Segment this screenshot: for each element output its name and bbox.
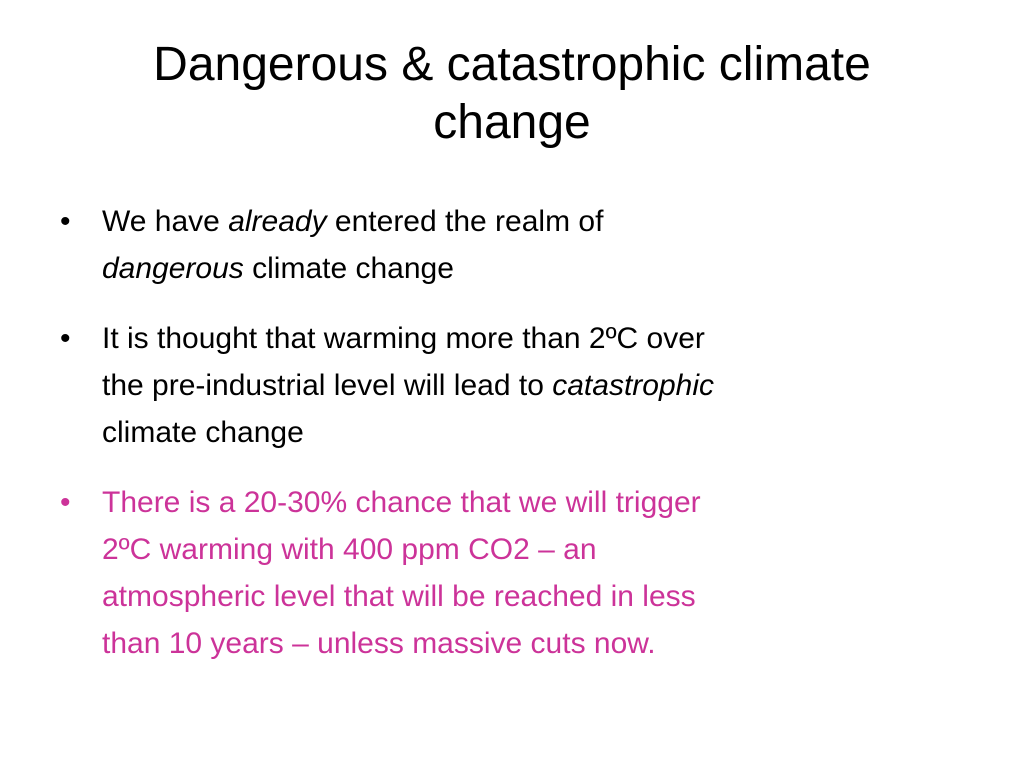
bullet-2-italic-catastrophic: catastrophic — [552, 369, 714, 402]
bullet-1-italic-dangerous: dangerous — [102, 252, 244, 285]
bullet-1-text-b: entered the realm of — [326, 205, 604, 238]
bullet-item-1: • We have already entered the realm of d… — [56, 198, 936, 292]
bullet-1-italic-already: already — [228, 205, 327, 238]
bullet-1-text-c: climate change — [243, 252, 454, 285]
bullet-3-line-2: 2ºC warming with 400 ppm CO2 – an — [102, 533, 597, 566]
title-line-2: change — [433, 96, 591, 149]
bullet-item-3: • There is a 20-30% chance that we will … — [56, 479, 936, 667]
title-line-1: Dangerous & catastrophic climate — [153, 38, 871, 91]
bullet-list: • We have already entered the realm of d… — [56, 198, 936, 690]
bullet-2-text-b: the pre-industrial level will lead to — [102, 369, 553, 402]
bullet-dot-icon: • — [60, 322, 71, 355]
bullet-dot-icon: • — [60, 205, 71, 238]
bullet-2-text-a: It is thought that warming more than 2ºC… — [102, 322, 705, 355]
bullet-dot-icon: • — [60, 486, 71, 519]
bullet-3-line-3: atmospheric level that will be reached i… — [102, 580, 696, 613]
bullet-3-line-4: than 10 years – unless massive cuts now. — [102, 627, 656, 660]
bullet-3-line-1: There is a 20-30% chance that we will tr… — [102, 486, 701, 519]
bullet-2-text-c: climate change — [102, 416, 304, 449]
bullet-item-2: • It is thought that warming more than 2… — [56, 315, 936, 456]
bullet-1-text-a: We have — [102, 205, 229, 238]
slide-title: Dangerous & catastrophic climate change — [60, 36, 964, 152]
